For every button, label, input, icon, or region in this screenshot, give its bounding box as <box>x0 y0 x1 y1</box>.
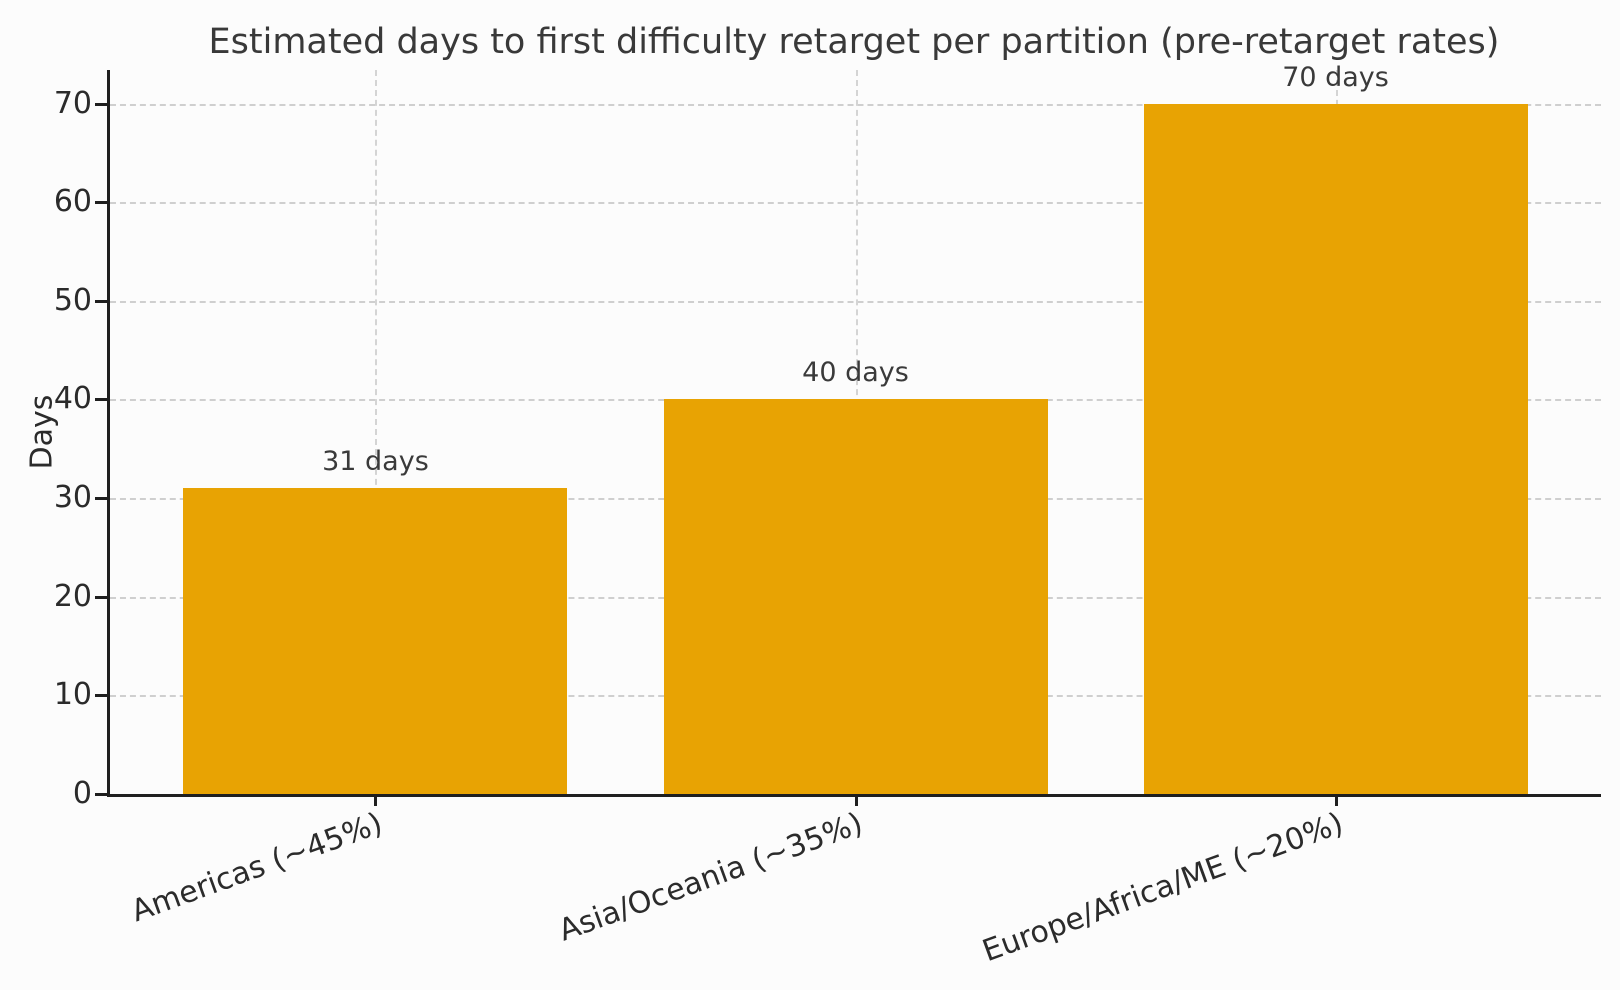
bar-1 <box>664 399 1048 794</box>
bar-value-label-2: 70 days <box>1282 61 1389 93</box>
x-tick-mark-0 <box>374 794 378 806</box>
x-tick-label-0: Americas (~45%) <box>127 806 388 930</box>
plot-area <box>107 70 1601 797</box>
y-tick-mark-20 <box>95 595 107 599</box>
y-tick-mark-70 <box>95 102 107 106</box>
y-tick-mark-60 <box>95 201 107 205</box>
v-gridline-0 <box>375 70 378 794</box>
x-tick-mark-1 <box>854 794 858 806</box>
y-tick-mark-30 <box>95 497 107 501</box>
y-tick-mark-0 <box>95 793 107 796</box>
bar-0 <box>183 488 567 794</box>
y-tick-label-40: 40 <box>53 381 92 417</box>
chart-title: Estimated days to first difficulty retar… <box>208 22 1500 62</box>
y-tick-mark-10 <box>95 694 107 698</box>
x-tick-label-2: Europe/Africa/ME (~20%) <box>977 806 1348 970</box>
y-tick-label-10: 10 <box>53 677 92 713</box>
y-tick-mark-50 <box>95 299 107 303</box>
bar-2 <box>1144 104 1528 794</box>
y-tick-label-60: 60 <box>53 184 92 220</box>
x-tick-label-1: Asia/Oceania (~35%) <box>554 806 868 949</box>
y-tick-label-50: 50 <box>53 282 92 318</box>
y-tick-label-0: 0 <box>72 776 92 811</box>
x-tick-mark-2 <box>1334 794 1338 806</box>
y-tick-label-70: 70 <box>53 85 92 121</box>
y-tick-mark-40 <box>95 398 107 402</box>
bar-value-label-0: 31 days <box>322 446 429 478</box>
bar-value-label-1: 40 days <box>802 357 909 389</box>
y-tick-label-30: 30 <box>53 480 92 516</box>
y-tick-label-20: 20 <box>53 578 92 614</box>
